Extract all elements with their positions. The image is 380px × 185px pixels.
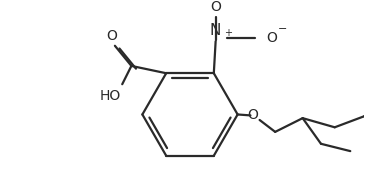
Text: −: − [278,24,287,34]
Text: HO: HO [99,89,120,103]
Text: O: O [107,29,117,43]
Text: O: O [210,0,221,14]
Text: N: N [210,23,221,38]
Text: O: O [266,31,277,46]
Text: O: O [247,108,258,122]
Text: +: + [224,28,232,38]
